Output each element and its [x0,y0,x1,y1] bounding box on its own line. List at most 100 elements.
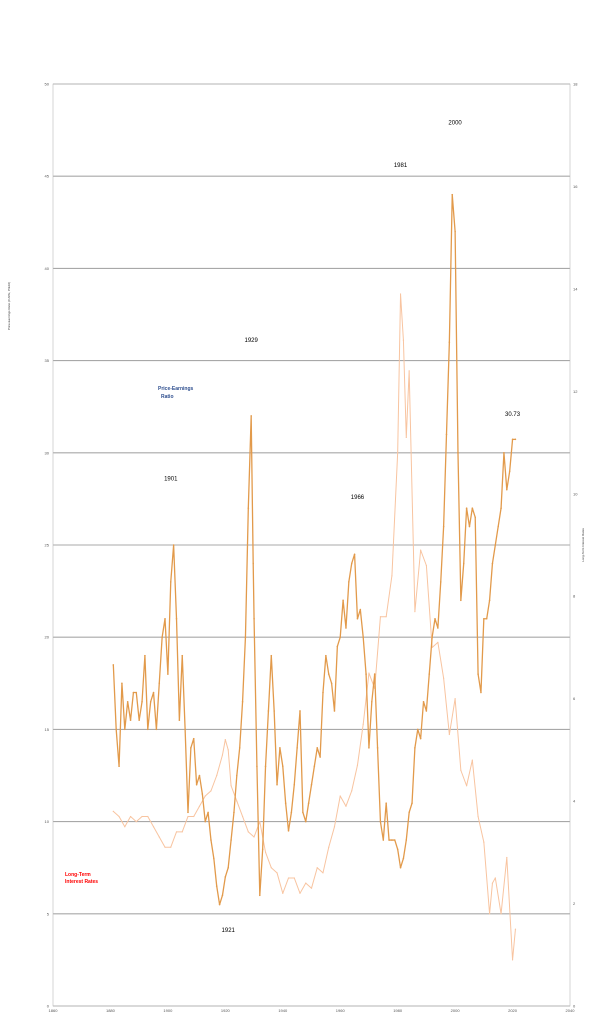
data-point [319,756,321,758]
data-point [293,877,295,879]
data-point [350,562,353,565]
pe-series-label-line2: Ratio [161,394,174,400]
data-point [399,866,402,869]
data-point [388,839,390,841]
data-point [454,230,456,233]
data-point [442,525,445,528]
data-point [325,654,327,657]
data-point [460,769,462,771]
data-point [348,581,350,583]
data-point [451,193,454,196]
data-point [488,599,491,602]
data-point [414,610,416,613]
data-point [276,783,278,786]
data-point [221,754,224,756]
data-point [356,764,359,766]
data-point [195,783,198,786]
data-point [500,507,502,509]
data-point [227,866,229,869]
y-tick-label: 40 [45,266,50,271]
data-point [164,617,166,620]
data-point [316,867,318,869]
data-point [365,673,367,675]
rate-series-label-line1: Long-Term [65,872,91,878]
annotation-1929: 1929 [245,338,259,344]
data-point [316,747,319,749]
data-point [399,293,402,295]
data-point [253,617,255,620]
data-point [267,710,270,712]
data-point [218,903,221,906]
x-tick-label: 2040 [566,1008,576,1013]
data-point [216,774,218,777]
data-point [187,815,189,818]
data-point [144,654,146,657]
data-point [457,452,459,454]
data-point [437,641,439,643]
data-point [193,815,195,818]
y2-tick-label: 16 [573,184,578,189]
interest-rate-series [112,293,517,961]
y-tick-label: 30 [45,450,50,455]
data-point [339,795,341,797]
data-point [420,549,422,551]
data-point [141,815,143,818]
data-point [198,805,201,807]
data-point [149,700,152,703]
data-point [264,765,267,768]
data-point [405,839,408,841]
data-point [425,564,427,567]
data-point [201,793,204,795]
data-point [514,928,517,930]
data-point [379,616,382,618]
y2-tick-label: 12 [573,389,578,394]
data-point [385,616,387,618]
data-point [129,719,132,721]
data-point [506,488,508,491]
data-point [508,470,511,473]
data-point [213,857,215,860]
data-point [129,815,132,818]
data-point [261,848,264,851]
data-point [230,785,232,787]
rate-series-label-line2: Interest Rates [65,879,98,885]
data-point [394,839,396,841]
data-point [141,700,143,703]
data-point [152,826,155,828]
data-point [230,839,232,841]
data-point [224,739,226,741]
data-point [192,737,195,740]
data-point [448,341,451,343]
data-point [428,673,431,675]
data-point [342,599,344,602]
data-point [241,700,244,703]
data-point [465,507,468,509]
data-point [124,826,126,828]
data-point [397,452,399,454]
data-point [170,846,172,848]
pe-series-label-line1: Price-Earnings [158,386,194,392]
data-point [494,877,496,879]
data-point [485,617,488,620]
data-point [172,544,175,546]
data-point [330,682,333,685]
data-point [126,700,129,703]
data-point [362,723,364,725]
data-point [215,885,218,887]
x-tick-label: 2020 [508,1008,518,1013]
x-tick-label: 1920 [221,1008,231,1013]
y2-tick-label: 2 [573,901,576,906]
data-point [181,831,183,833]
data-point [132,691,135,694]
series-line-long-term-interest-rates [112,293,516,961]
data-point [287,877,290,879]
annotation-1981: 1981 [394,163,408,169]
data-point [169,581,172,583]
data-point [466,785,468,787]
data-point [382,839,385,841]
x-tick-label: 1940 [278,1008,288,1013]
data-point [491,882,494,884]
data-point [511,959,514,961]
data-point [158,682,161,685]
